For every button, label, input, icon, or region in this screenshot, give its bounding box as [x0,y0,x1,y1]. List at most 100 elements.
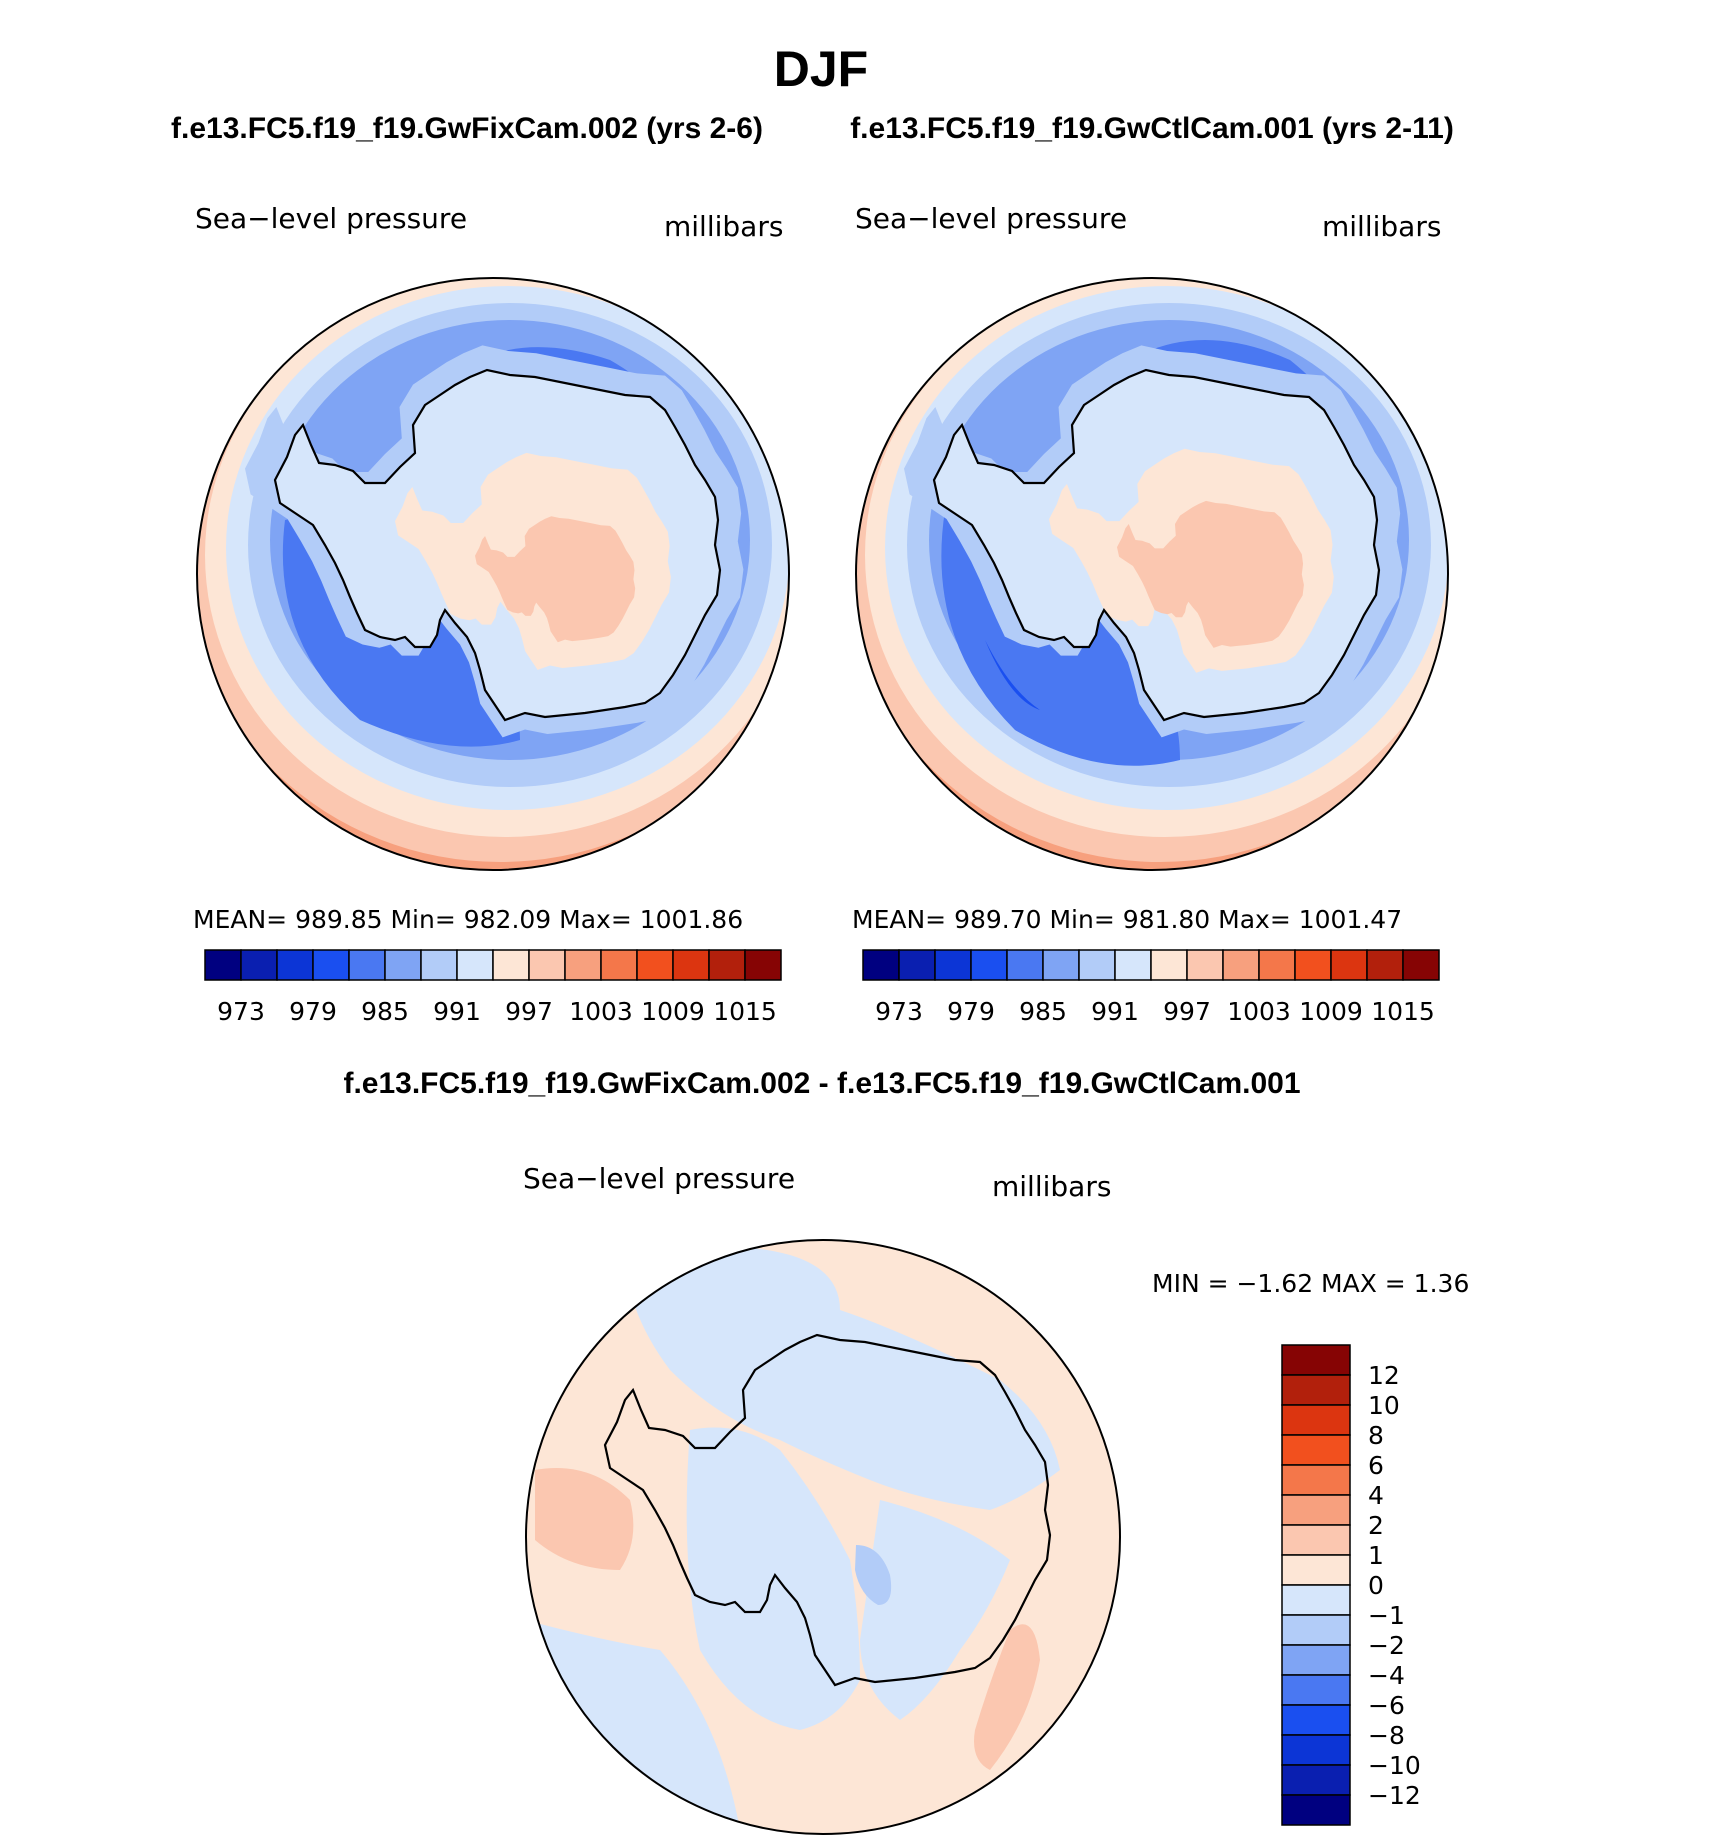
diff-colorbar-swatch [1281,1554,1351,1586]
colorbar-left-swatch [600,949,638,981]
panel-right-map [856,278,1448,870]
colorbar-left-swatch [456,949,494,981]
panel-left: f.e13.FC5.f19_f19.GwFixCam.002 (yrs 2-6)… [171,112,790,1026]
diff-colorbar-swatch [1281,1434,1351,1466]
colorbar-left-swatch [636,949,674,981]
panel-left-variable-label: Sea−level pressure [195,202,467,235]
colorbar-left-tick-label: 991 [433,997,481,1026]
colorbar-left-tick-label: 1009 [641,997,705,1026]
colorbar-right-swatch [1366,949,1404,981]
diff-colorbar-tick-label: 12 [1368,1361,1400,1390]
diff-colorbar-tick-label: 2 [1368,1511,1384,1540]
diff-colorbar-swatch [1281,1674,1351,1706]
positive-anomaly-region [535,1468,634,1570]
diff-colorbar-swatch [1281,1794,1351,1826]
diff-map-boundary [525,1239,1121,1835]
panel-right-case-title: f.e13.FC5.f19_f19.GwCtlCam.001 (yrs 2-11… [850,112,1454,145]
diff-colorbar-tick-label: −2 [1368,1631,1405,1660]
diff-title: f.e13.FC5.f19_f19.GwFixCam.002 - f.e13.F… [343,1067,1300,1100]
panel-left-case-title: f.e13.FC5.f19_f19.GwFixCam.002 (yrs 2-6) [171,112,763,145]
diff-colorbar-tick-label: 8 [1368,1421,1384,1450]
colorbar-left-swatch [672,949,710,981]
diff-colorbar-tick-label: −12 [1368,1781,1421,1810]
diff-colorbar-swatch [1281,1704,1351,1736]
colorbar-right-tick-label: 997 [1163,997,1211,1026]
colorbar-right-swatch [1294,949,1332,981]
panel-left-colorbar: 973 979 985 991 997 1003 1009 1015 [204,949,782,1026]
panel-left-units-label: millibars [664,210,783,243]
diff-variable-label: Sea−level pressure [523,1162,795,1195]
colorbar-left-tick-label: 979 [289,997,337,1026]
diff-colorbar-tick-label: −4 [1368,1661,1405,1690]
negative-anomaly-region [860,1500,1010,1720]
diff-colorbar-swatch [1281,1764,1351,1796]
diff-colorbar-tick-label: 4 [1368,1481,1384,1510]
colorbar-left-swatch [240,949,278,981]
diff-colorbar-tick-label: 0 [1368,1571,1384,1600]
colorbar-right-swatch [1078,949,1116,981]
colorbar-left-swatch [708,949,746,981]
colorbar-right-swatch [970,949,1008,981]
diff-map [526,1240,1120,1834]
colorbar-left-swatch [744,949,782,981]
colorbar-right-swatch [1222,949,1260,981]
panel-left-map [197,278,789,870]
colorbar-left-swatch [312,949,350,981]
diff-colorbar-swatch [1281,1584,1351,1616]
colorbar-right-swatch [1186,949,1224,981]
colorbar-left-swatch [528,949,566,981]
diff-colorbar-swatch [1281,1614,1351,1646]
colorbar-right-tick-label: 991 [1091,997,1139,1026]
colorbar-right-tick-label: 1015 [1371,997,1435,1026]
panel-left-map-boundary [196,277,790,871]
diff-colorbar-swatch [1281,1494,1351,1526]
diff-colorbar-swatch [1281,1644,1351,1676]
colorbar-left-swatch [204,949,242,981]
diff-colorbar-swatch [1281,1404,1351,1436]
diff-colorbar-swatch [1281,1464,1351,1496]
negative-anomaly-region [855,1545,892,1605]
colorbar-right-swatch [934,949,972,981]
diff-colorbar-swatch [1281,1734,1351,1766]
positive-anomaly-region [974,1624,1040,1770]
panel-difference: f.e13.FC5.f19_f19.GwFixCam.002 - f.e13.F… [343,1067,1469,1835]
colorbar-right-swatch [1114,949,1152,981]
diff-colorbar-swatch [1281,1344,1351,1376]
panel-right-map-boundary [855,277,1449,871]
colorbar-left-tick-label: 997 [505,997,553,1026]
colorbar-right-swatch [1402,949,1440,981]
diff-units-label: millibars [992,1170,1111,1203]
colorbar-right-swatch [1258,949,1296,981]
diff-colorbar-tick-label: 1 [1368,1541,1384,1570]
diff-colorbar-tick-label: −1 [1368,1601,1405,1630]
colorbar-left-tick-label: 1003 [569,997,633,1026]
negative-anomaly-region [630,1247,1060,1510]
diff-colorbar-swatch [1281,1374,1351,1406]
diff-colorbar-tick-label: 10 [1368,1391,1400,1420]
colorbar-right-swatch [1150,949,1188,981]
diff-colorbar-tick-label: −8 [1368,1721,1405,1750]
panel-left-stats: MEAN= 989.85 Min= 982.09 Max= 1001.86 [193,905,743,934]
diff-minmax-label: MIN = −1.62 MAX = 1.36 [1152,1269,1469,1298]
diff-colorbar-tick-label: −6 [1368,1691,1405,1720]
colorbar-right-swatch [1006,949,1044,981]
panel-right-stats: MEAN= 989.70 Min= 981.80 Max= 1001.47 [852,905,1402,934]
colorbar-left-tick-label: 973 [217,997,265,1026]
colorbar-right-tick-label: 1009 [1299,997,1363,1026]
diff-colorbar-swatch [1281,1524,1351,1556]
colorbar-right-swatch [862,949,900,981]
colorbar-right-swatch [1330,949,1368,981]
figure-title: DJF [774,41,868,97]
colorbar-left-swatch [348,949,386,981]
diff-colorbar-tick-label: 6 [1368,1451,1384,1480]
panel-right-variable-label: Sea−level pressure [855,202,1127,235]
colorbar-left-swatch [384,949,422,981]
colorbar-left-tick-label: 1015 [713,997,777,1026]
panel-right-units-label: millibars [1322,210,1441,243]
panel-right: f.e13.FC5.f19_f19.GwCtlCam.001 (yrs 2-11… [850,112,1454,1026]
colorbar-right-tick-label: 985 [1019,997,1067,1026]
colorbar-left-swatch [420,949,458,981]
colorbar-left-swatch [492,949,530,981]
